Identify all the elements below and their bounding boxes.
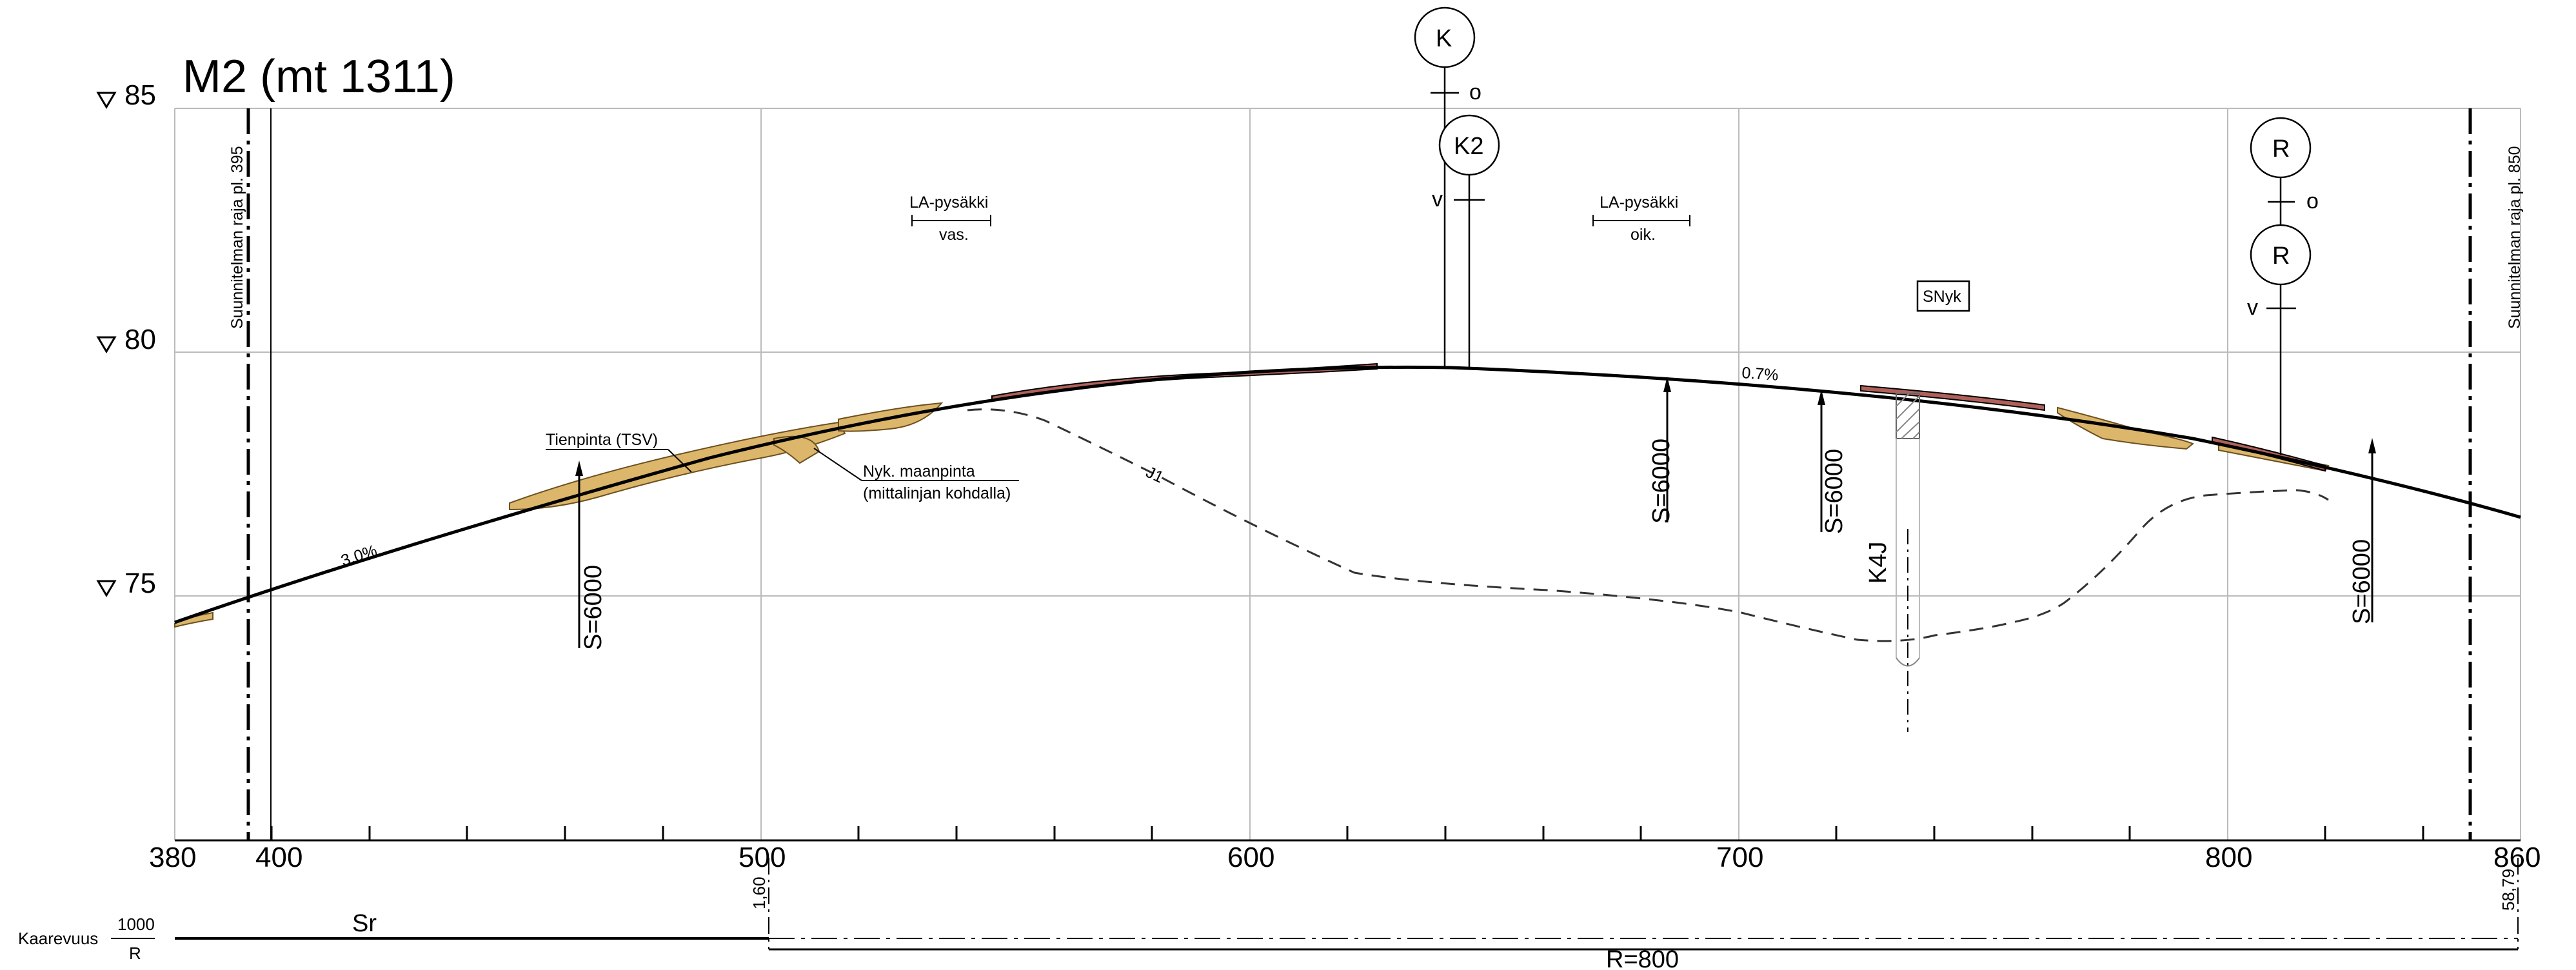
arrow-up-icon (1818, 390, 1825, 405)
bus-stop-left: LA-pysäkki vas. (909, 193, 991, 244)
curvature-band: Kaarevuus 1000 R Sr R=800 1,60 58,79 (18, 858, 2519, 970)
station-label-600: 600 (1227, 842, 1274, 873)
ground-label-line2: (mittalinjan kohdalla) (863, 484, 1011, 502)
drawing-title: M2 (mt 1311) (183, 51, 455, 103)
vertical-curve-label: S=6000 (580, 565, 607, 650)
bus-stop-right-side: oik. (1630, 226, 1656, 244)
sign-k2-label: K2 (1454, 133, 1483, 160)
bus-stop-right: LA-pysäkki oik. (1592, 193, 1690, 244)
station-label-800: 800 (2205, 842, 2252, 873)
vertical-curve-2: S=6000 (1648, 377, 1675, 524)
grade-label-left: 3.0% (339, 541, 379, 569)
sign-r-v-label: v (2247, 295, 2258, 320)
road-surface-line (174, 365, 2521, 624)
curvature-radius-label: R=800 (1606, 946, 1679, 970)
sign-post-r (2250, 117, 2312, 455)
ground-annotation: Nyk. maanpinta (mittalinjan kohdalla) (813, 448, 1019, 502)
ground-label-line1: Nyk. maanpinta (863, 462, 975, 480)
station-labels: 380 400 500 600 700 800 860 (149, 842, 2541, 873)
station-label-500: 500 (738, 842, 786, 873)
profile-grid (174, 108, 2521, 840)
station-label-860: 860 (2493, 842, 2541, 873)
sign-k-o-label: o (1469, 80, 1481, 104)
road-surface-label: Tienpinta (TSV) (546, 431, 658, 449)
curvature-row-label: Kaarevuus (18, 929, 98, 948)
curvature-fraction-bottom: R (129, 944, 141, 963)
vertical-curve-1: S=6000 (575, 460, 607, 650)
road-surface-annotation: Tienpinta (TSV) (546, 431, 692, 473)
vertical-curve-label: S=6000 (1821, 449, 1848, 534)
elevation-marker-icon (96, 92, 117, 109)
sign-r-top-label: R (2272, 135, 2290, 163)
arrow-up-icon (1663, 377, 1671, 392)
grade-label-right: 0.7% (1741, 364, 1779, 384)
vertical-curve-label: S=6000 (1648, 439, 1675, 524)
bus-stop-right-title: LA-pysäkki (1600, 193, 1678, 212)
sign-r-top-icon (2250, 117, 2312, 179)
arrow-up-icon (575, 460, 583, 476)
elevation-label-85: 85 (124, 79, 156, 111)
sign-k-icon (1414, 6, 1476, 68)
vertical-curve-4: S=6000 (2348, 438, 2376, 624)
station-axis (175, 826, 2521, 842)
vertical-curve-label: S=6000 (2348, 539, 2375, 624)
curvature-fraction-top: 1000 (117, 915, 155, 934)
snyk-box: SNyk (1916, 280, 1970, 312)
culvert-label: K4J (1865, 542, 1892, 584)
sign-k2-icon (1438, 114, 1500, 176)
station-label-700: 700 (1716, 842, 1763, 873)
bus-stop-left-title: LA-pysäkki (909, 193, 988, 212)
vertical-curve-3: S=6000 (1818, 390, 1848, 534)
culvert-k4j: K4J (1865, 393, 1920, 732)
earthwork-fill (174, 402, 2330, 628)
sign-k-label: K (1436, 25, 1452, 52)
plan-boundary-right-label: Suunnitelman raja pl. 850 (2506, 146, 2524, 329)
sign-post-k (1414, 6, 1500, 368)
elevation-marker-icon (96, 580, 117, 597)
elevation-label-80: 80 (124, 324, 156, 355)
curvature-straight-label: Sr (352, 910, 377, 937)
plan-boundary-right: Suunnitelman raja pl. 850 (2468, 108, 2524, 840)
sign-r-o-label: o (2306, 189, 2319, 213)
sign-r-bottom-icon (2250, 224, 2312, 286)
station-label-400: 400 (255, 842, 302, 873)
snyk-label: SNyk (1923, 288, 1961, 306)
curvature-end-station: 58,79 (2499, 869, 2518, 911)
elevation-label-75: 75 (124, 568, 156, 599)
station-label-380: 380 (149, 842, 196, 873)
curvature-start-station: 1,60 (749, 876, 769, 909)
plan-boundary-left: Suunnitelman raja pl. 395 (228, 108, 272, 840)
bus-stop-left-side: vas. (939, 226, 969, 244)
sign-k2-v-label: v (1432, 187, 1443, 212)
plan-boundary-left-label: Suunnitelman raja pl. 395 (228, 146, 246, 329)
elevation-marker-icon (96, 336, 117, 353)
elevation-labels: 85 80 75 (96, 79, 156, 599)
sign-r-bottom-label: R (2272, 243, 2290, 270)
arrow-up-icon (2368, 438, 2376, 453)
grade-label-mid: J1 (1143, 463, 1166, 487)
